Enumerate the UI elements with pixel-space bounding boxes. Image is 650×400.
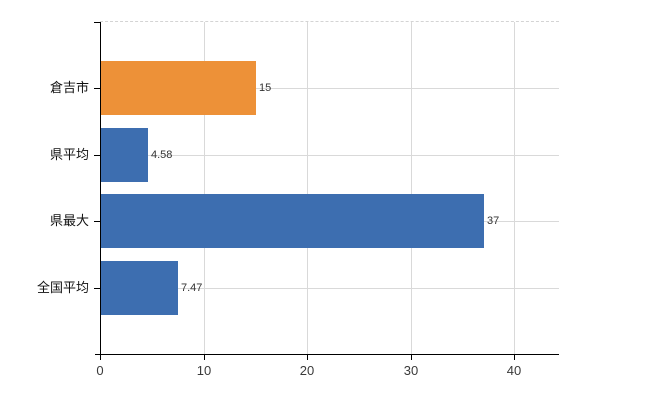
x-axis-tick <box>514 354 515 360</box>
bar-4 <box>101 261 178 315</box>
x-axis-tick <box>204 354 205 360</box>
bar-2 <box>101 128 148 182</box>
y-axis-tick <box>94 221 100 222</box>
bar-1 <box>101 61 256 115</box>
category-label: 倉吉市 <box>49 80 89 95</box>
bar-value-label: 7.47 <box>181 282 203 294</box>
x-axis-tick <box>411 354 412 360</box>
bar-value-label: 4.58 <box>151 149 173 161</box>
y-axis <box>100 22 101 355</box>
y-axis-tick <box>94 288 100 289</box>
bar-3 <box>101 194 484 248</box>
gridline-horizontal <box>100 288 559 289</box>
gridline-vertical <box>514 22 515 354</box>
category-label: 県最大 <box>49 213 89 228</box>
x-tick-label: 0 <box>96 363 104 378</box>
x-tick-label: 40 <box>506 363 522 378</box>
x-tick-label: 10 <box>196 363 212 378</box>
x-axis-tick <box>307 354 308 360</box>
gridline-vertical <box>411 22 412 354</box>
gridline-horizontal <box>100 88 559 89</box>
x-axis <box>95 354 559 355</box>
gridline-horizontal <box>100 155 559 156</box>
x-tick-label: 20 <box>299 363 315 378</box>
y-axis-tick <box>94 88 100 89</box>
bar-value-label: 37 <box>487 215 500 227</box>
gridline-vertical <box>204 22 205 354</box>
gridline-vertical <box>307 22 308 354</box>
x-axis-tick <box>100 354 101 360</box>
plot-top-border <box>100 21 559 22</box>
bar-value-label: 15 <box>259 82 272 94</box>
y-axis-top-tick <box>94 22 100 23</box>
category-label: 全国平均 <box>36 280 89 295</box>
x-tick-label: 30 <box>403 363 419 378</box>
category-label: 県平均 <box>49 147 89 162</box>
y-axis-tick <box>94 155 100 156</box>
